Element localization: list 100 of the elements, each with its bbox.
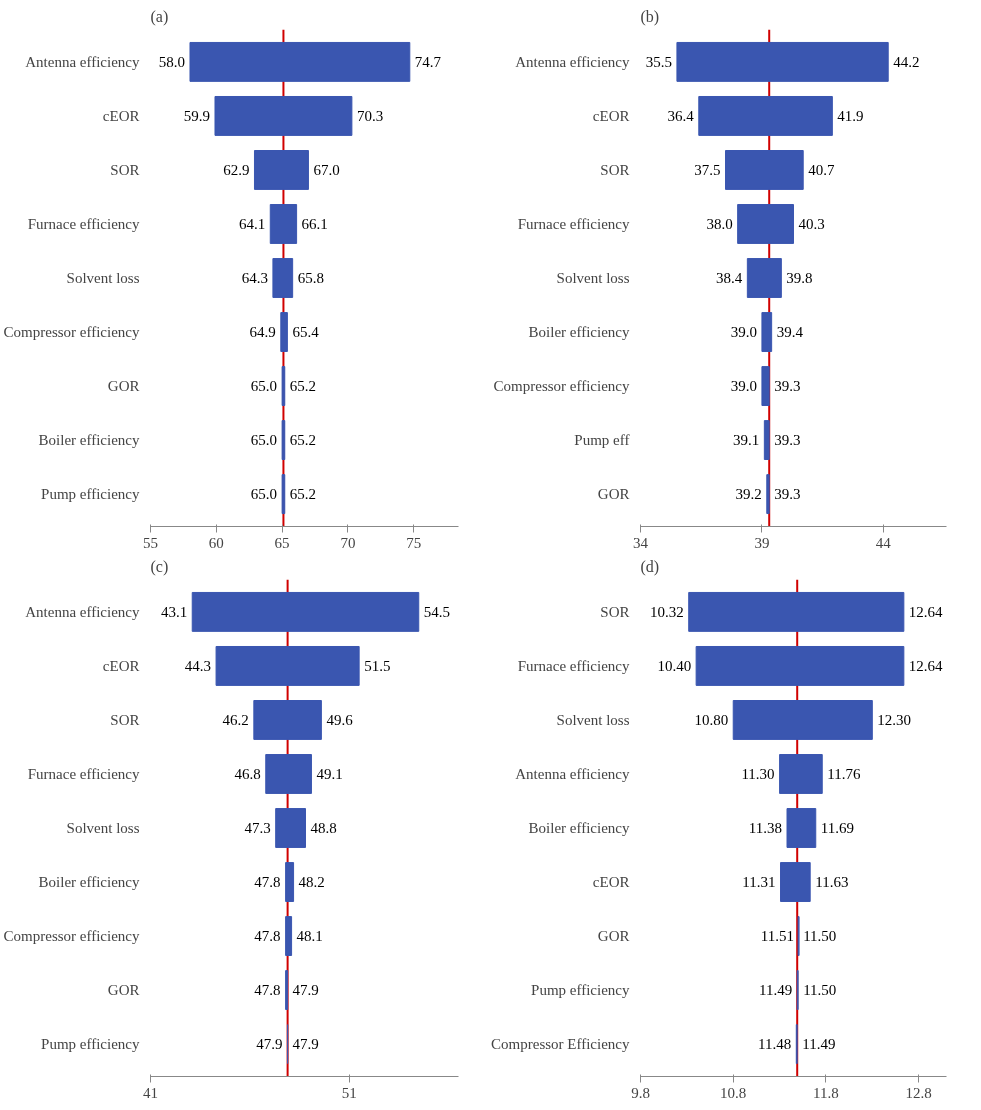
y-tick-label: Solvent loss	[66, 270, 140, 286]
y-tick-label: Furnace efficiency	[517, 657, 630, 674]
annotation: 54.5	[423, 603, 451, 620]
y-tick-label: Furnace efficiency	[517, 215, 630, 232]
y-tick-label: SOR	[600, 161, 630, 178]
y-tick-label: Boiler efficiency	[528, 820, 630, 836]
x-tick-label: 75	[406, 534, 422, 551]
y-tick-label: Pump efficiency	[41, 486, 140, 503]
annotation: 47.9	[292, 982, 319, 999]
annotation: 49.6	[326, 711, 354, 728]
annotation: 43.1	[160, 603, 188, 620]
annotation: 47.8	[254, 874, 281, 891]
annotation: 70.3	[356, 107, 384, 124]
y-tick-label: Antenna efficiency	[25, 53, 140, 70]
y-tick-label: cEOR	[592, 107, 630, 124]
y-tick-label: Boiler efficiency	[528, 324, 630, 341]
y-tick-label: Solvent loss	[556, 711, 630, 728]
annotation: 65.0	[250, 486, 278, 503]
annotation: 39.3	[774, 486, 801, 503]
annotation: 67.0	[313, 161, 340, 178]
annotation: 49.1	[316, 765, 343, 782]
y-tick-label: Pump efficiency	[531, 982, 630, 999]
y-tick-label: Antenna efficiency	[515, 53, 630, 70]
annotation: 59.9	[183, 107, 210, 124]
y-tick-label: cEOR	[102, 657, 140, 674]
annotation: 44.3	[184, 657, 212, 674]
annotation: 47.3	[244, 820, 271, 836]
annotation: 66.1	[301, 215, 328, 232]
annotation: 10.32	[649, 603, 684, 620]
annotation: 39.4	[776, 324, 804, 341]
annotation: 47.8	[254, 982, 281, 999]
annotation: 48.2	[298, 874, 325, 891]
x-tick-label: 34	[633, 534, 649, 551]
chart-title: (d)	[640, 557, 660, 576]
annotation: 11.69	[820, 820, 854, 836]
annotation: 12.64	[908, 603, 944, 620]
x-tick-label: 10.8	[720, 1084, 747, 1101]
annotation: 39.8	[786, 270, 813, 286]
y-tick-label: SOR	[110, 711, 140, 728]
annotation: 65.2	[289, 432, 317, 449]
annotation: 39.3	[774, 378, 801, 395]
annotation: 11.50	[803, 928, 837, 945]
annotation: 62.9	[223, 161, 250, 178]
annotation: 47.8	[254, 928, 281, 945]
annotation: 40.3	[798, 215, 825, 232]
annotation: 40.7	[808, 161, 835, 178]
x-tick-label: 11.8	[813, 1084, 839, 1101]
annotation: 11.38	[748, 820, 783, 836]
y-tick-label: cEOR	[592, 874, 630, 891]
y-tick-label: Compressor efficiency	[3, 324, 140, 341]
annotation: 47.9	[292, 1036, 319, 1053]
x-tick-label: 51	[341, 1084, 357, 1101]
annotation: 11.50	[803, 982, 837, 999]
y-tick-label: SOR	[600, 603, 630, 620]
annotation: 65.2	[289, 378, 317, 395]
annotation: 58.0	[158, 53, 185, 70]
annotation: 11.49	[759, 982, 793, 999]
annotation: 11.31	[742, 874, 776, 891]
chart-title: (a)	[150, 7, 169, 26]
y-tick-label: Antenna efficiency	[515, 765, 630, 782]
annotation: 10.80	[694, 711, 729, 728]
annotation: 65.8	[297, 270, 324, 286]
y-tick-label: GOR	[107, 982, 140, 999]
y-tick-label: GOR	[597, 486, 630, 503]
x-tick-label: 55	[143, 534, 158, 551]
y-tick-label: cEOR	[102, 107, 140, 124]
y-tick-label: GOR	[107, 378, 140, 395]
annotation: 46.8	[234, 765, 261, 782]
annotation: 38.0	[706, 215, 733, 232]
annotation: 64.1	[239, 215, 266, 232]
annotation: 51.5	[364, 657, 391, 674]
y-tick-label: Solvent loss	[66, 820, 140, 836]
x-tick-label: 41	[143, 1084, 158, 1101]
x-tick-label: 12.8	[905, 1084, 932, 1101]
y-tick-label: SOR	[110, 161, 140, 178]
annotation: 44.2	[893, 53, 920, 70]
x-tick-label: 65	[274, 534, 290, 551]
annotation: 74.7	[414, 53, 442, 70]
x-tick-label: 9.8	[631, 1084, 650, 1101]
annotation: 10.40	[657, 657, 692, 674]
annotation: 39.3	[774, 432, 801, 449]
annotation: 48.1	[296, 928, 323, 945]
y-tick-label: Boiler efficiency	[38, 874, 140, 891]
annotation: 65.0	[250, 378, 278, 395]
y-tick-label: Furnace efficiency	[27, 765, 140, 782]
annotation: 11.49	[802, 1036, 836, 1053]
y-tick-label: Furnace efficiency	[27, 215, 140, 232]
y-tick-label: Compressor efficiency	[493, 378, 630, 395]
annotation: 12.64	[908, 657, 944, 674]
x-tick-label: 39	[754, 534, 770, 551]
annotation: 11.30	[741, 765, 775, 782]
x-tick-label: 70	[340, 534, 356, 551]
y-tick-label: GOR	[597, 928, 630, 945]
y-tick-label: Pump eff	[574, 432, 630, 449]
annotation: 46.2	[222, 711, 249, 728]
x-tick-label: 44	[875, 534, 892, 551]
annotation: 11.48	[758, 1036, 792, 1053]
y-tick-label: Pump efficiency	[41, 1036, 140, 1053]
annotation: 65.2	[289, 486, 317, 503]
y-tick-label: Compressor efficiency	[3, 928, 140, 945]
